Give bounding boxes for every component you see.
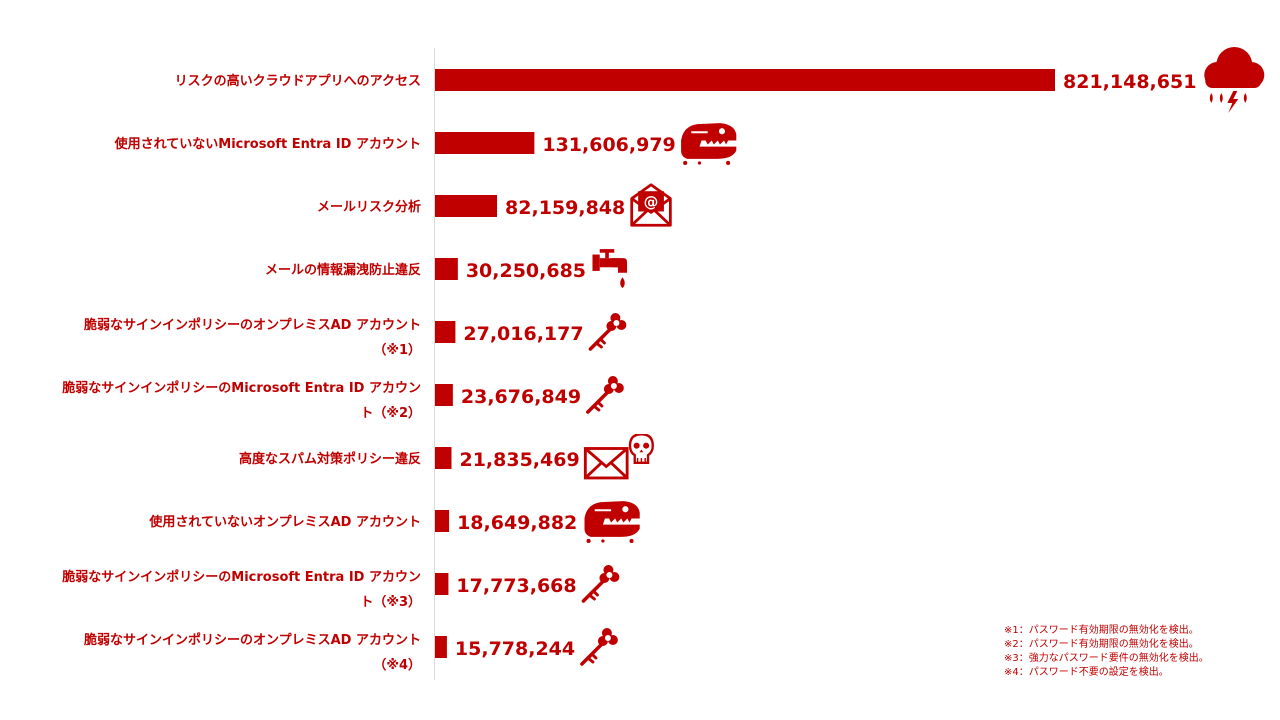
email-open-icon <box>630 183 672 227</box>
value-label: 15,778,244 <box>455 638 575 660</box>
value-label: 27,016,177 <box>463 323 583 345</box>
storm-cloud-icon <box>1204 47 1265 113</box>
category-label: メールリスク分析 <box>317 199 421 215</box>
category-label: メールの情報漏洩防止違反 <box>265 262 421 278</box>
key-icon <box>588 312 627 351</box>
dripping-faucet-icon <box>592 249 628 289</box>
bar <box>435 447 452 469</box>
category-label: リスクの高いクラウドアプリへのアクセス <box>175 73 421 89</box>
key-icon <box>581 564 620 603</box>
value-label: 23,676,849 <box>461 386 581 408</box>
category-label: 脆弱なサインインポリシーのMicrosoft Entra ID アカウント（※2… <box>61 380 421 421</box>
dinosaur-skull-icon <box>680 122 738 165</box>
bar <box>435 636 447 658</box>
value-label: 21,835,469 <box>459 449 579 471</box>
value-label: 82,159,848 <box>505 197 625 219</box>
category-label: 使用されていないMicrosoft Entra ID アカウント <box>114 136 421 152</box>
footnote-1: ※1：パスワード有効期限の無効化を検出。 <box>1004 625 1199 636</box>
bar <box>435 573 449 595</box>
bar <box>435 258 458 280</box>
footnotes: ※1：パスワード有効期限の無効化を検出。 ※2：パスワード有効期限の無効化を検出… <box>1004 624 1274 680</box>
key-icon <box>580 627 618 666</box>
category-label: 脆弱なサインインポリシーのオンプレミスAD アカウント（※1） <box>83 317 421 358</box>
footnote-3: ※3：強力なパスワード要件の無効化を検出。 <box>1004 653 1209 664</box>
key-icon <box>586 375 624 414</box>
category-label: 脆弱なサインインポリシーのMicrosoft Entra ID アカウント（※3… <box>61 569 421 610</box>
value-label: 30,250,685 <box>466 260 586 282</box>
footnote-2: ※2：パスワード有効期限の無効化を検出。 <box>1004 639 1199 650</box>
envelope-skull-icon <box>583 434 655 480</box>
bar <box>435 69 1055 91</box>
value-label: 821,148,651 <box>1063 71 1196 93</box>
category-label: 脆弱なサインインポリシーのオンプレミスAD アカウント（※4） <box>83 632 421 673</box>
bar <box>435 195 498 217</box>
bar <box>435 510 450 532</box>
bar <box>435 132 535 154</box>
value-label: 17,773,668 <box>456 575 576 597</box>
bar <box>435 321 456 343</box>
value-label: 18,649,882 <box>457 512 577 534</box>
bar <box>435 384 453 406</box>
dinosaur-skull-icon <box>583 500 641 543</box>
value-label: 131,606,979 <box>542 134 675 156</box>
footnote-4: ※4：パスワード不要の設定を検出。 <box>1004 667 1169 678</box>
category-label: 使用されていないオンプレミスAD アカウント <box>148 514 421 530</box>
category-label: 高度なスパム対策ポリシー違反 <box>239 451 421 467</box>
